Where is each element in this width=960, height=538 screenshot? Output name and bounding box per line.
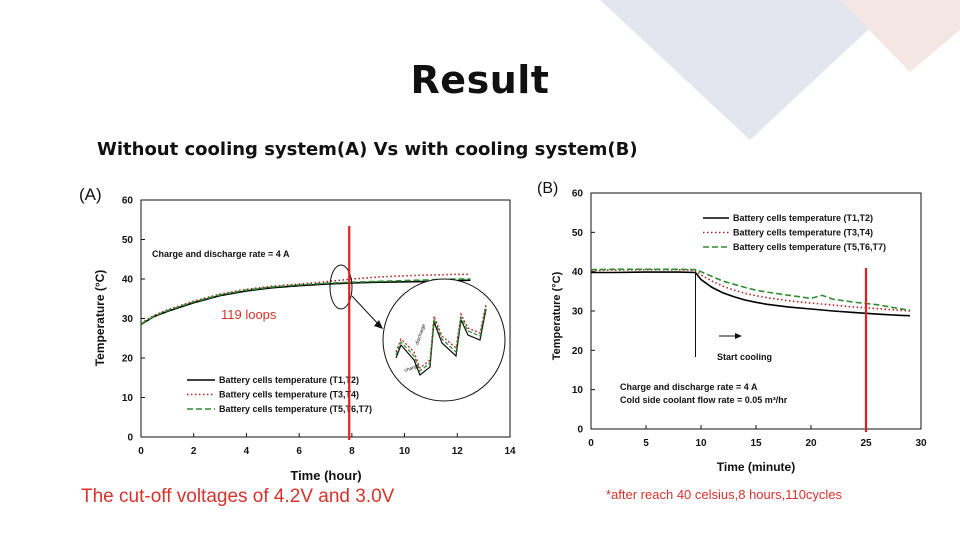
slide-title: Result bbox=[410, 58, 550, 102]
panel-label-a: (A) bbox=[79, 185, 102, 204]
panel-label-b: (B) bbox=[537, 180, 558, 197]
inset-curve-t1 bbox=[395, 308, 487, 376]
x-tick-label: 12 bbox=[452, 446, 464, 457]
x-tick-label: 0 bbox=[138, 446, 144, 457]
x-tick-label: 4 bbox=[244, 446, 250, 457]
y-tick-label: 0 bbox=[577, 425, 583, 436]
x-tick-label: 6 bbox=[296, 446, 302, 457]
x-tick-label: 8 bbox=[349, 446, 355, 457]
slide-subtitle: Without cooling system(A) Vs with coolin… bbox=[97, 139, 638, 160]
x-tick-label: 30 bbox=[915, 438, 927, 449]
chart-a-annotation: Charge and discharge rate = 4 A bbox=[152, 249, 290, 259]
chart-b-annotation-2: Cold side coolant flow rate = 0.05 m³/hr bbox=[620, 395, 788, 405]
x-tick-label: 25 bbox=[860, 438, 872, 449]
series-line-2 bbox=[590, 268, 911, 312]
inset-curve-t5 bbox=[395, 305, 487, 372]
series-line-1 bbox=[591, 271, 911, 317]
chart-b-annotation-1: Charge and discharge rate = 4 A bbox=[620, 382, 758, 392]
x-tick-label: 2 bbox=[191, 446, 197, 457]
series-line-3 bbox=[590, 268, 911, 311]
y-tick-label: 40 bbox=[122, 275, 134, 286]
legend-label: Battery cells temperature (T5,T6,T7) bbox=[733, 242, 886, 252]
legend-label: Battery cells temperature (T1,T2) bbox=[219, 375, 359, 385]
legend-label: Battery cells temperature (T3,T4) bbox=[219, 390, 359, 400]
y-tick-label: 50 bbox=[572, 228, 584, 239]
cycle-note: *after reach 40 celsius,8 hours,110cycle… bbox=[606, 487, 843, 502]
y-tick-label: 30 bbox=[572, 307, 584, 318]
x-tick-label: 5 bbox=[643, 438, 649, 449]
y-tick-label: 40 bbox=[572, 267, 584, 278]
chart-a-ylabel: Temperature (°C) bbox=[93, 270, 107, 367]
legend-label: Battery cells temperature (T3,T4) bbox=[733, 228, 873, 238]
cooling-label: Start cooling bbox=[717, 352, 772, 362]
y-tick-label: 10 bbox=[122, 393, 134, 404]
cooling-arrow-head bbox=[735, 333, 742, 339]
zoom-inset: discharge charge bbox=[382, 278, 506, 402]
y-tick-label: 20 bbox=[122, 354, 134, 365]
legend-label: Battery cells temperature (T5,T6,T7) bbox=[219, 404, 372, 414]
chart-b-xlabel: Time (minute) bbox=[717, 460, 795, 474]
inset-curve-t3 bbox=[395, 303, 487, 369]
inset-label-charge: charge bbox=[404, 363, 421, 374]
legend-label: Battery cells temperature (T1,T2) bbox=[733, 213, 873, 223]
y-tick-label: 50 bbox=[122, 235, 134, 246]
loops-label: 119 loops bbox=[221, 307, 277, 322]
y-tick-label: 60 bbox=[122, 196, 134, 207]
zoom-ellipse bbox=[329, 264, 353, 310]
y-tick-label: 0 bbox=[127, 433, 133, 444]
x-tick-label: 10 bbox=[695, 438, 707, 449]
x-tick-label: 14 bbox=[504, 446, 516, 457]
x-tick-label: 20 bbox=[805, 438, 817, 449]
zoom-arrow bbox=[351, 295, 381, 327]
x-tick-label: 10 bbox=[399, 446, 411, 457]
zoom-arrow-head bbox=[374, 320, 383, 329]
x-tick-label: 15 bbox=[750, 438, 762, 449]
x-tick-label: 0 bbox=[588, 438, 594, 449]
y-tick-label: 20 bbox=[572, 346, 584, 357]
y-tick-label: 60 bbox=[572, 189, 584, 200]
y-tick-label: 10 bbox=[572, 385, 584, 396]
cutoff-voltage-note: The cut-off voltages of 4.2V and 3.0V bbox=[81, 486, 395, 507]
chart-b-ylabel: Temperature (°C) bbox=[551, 271, 563, 360]
chart-a-xlabel: Time (hour) bbox=[290, 468, 361, 483]
series-line-3 bbox=[140, 278, 471, 325]
y-tick-label: 30 bbox=[122, 314, 134, 325]
